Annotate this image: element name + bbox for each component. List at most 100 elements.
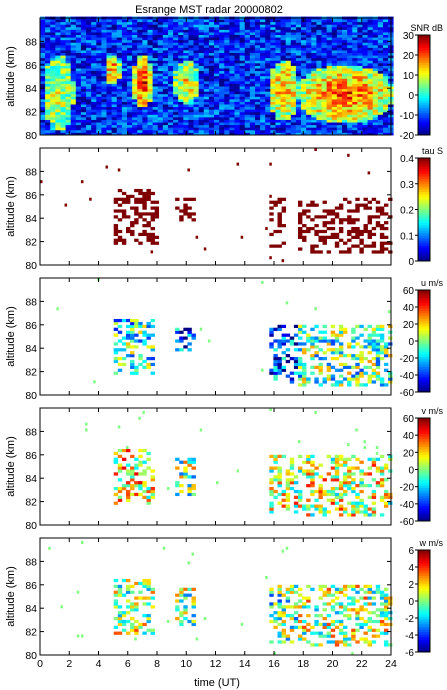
snr-cell xyxy=(352,73,358,77)
tau-cell xyxy=(269,200,274,204)
w-cell xyxy=(277,640,282,644)
snr-cell xyxy=(91,91,97,95)
v-cell xyxy=(355,484,360,488)
snr-cell xyxy=(55,109,61,113)
w-cell xyxy=(293,602,299,606)
w-cell xyxy=(150,596,155,600)
snr-cell xyxy=(147,75,154,79)
snr-cell xyxy=(193,62,200,66)
v-cell xyxy=(175,457,180,461)
snr-cell xyxy=(352,57,358,61)
snr-cell xyxy=(147,29,154,33)
snr-cell xyxy=(347,86,353,90)
u-cell xyxy=(179,348,184,352)
snr-cell xyxy=(183,62,189,66)
snr-cell xyxy=(306,116,312,120)
snr-cell xyxy=(198,32,205,36)
snr-cell xyxy=(295,83,302,87)
snr-cell xyxy=(331,109,338,113)
u-cell xyxy=(199,327,203,331)
tau-cell xyxy=(338,250,344,254)
colorbar-step xyxy=(418,369,430,373)
snr-cell xyxy=(301,104,307,108)
u-cell xyxy=(379,348,385,352)
snr-cell xyxy=(347,106,353,110)
snr-cell xyxy=(311,75,317,79)
snr-cell xyxy=(208,109,215,113)
colorbar-step xyxy=(418,183,430,187)
w-cell xyxy=(117,614,123,618)
y-tick-label: 86 xyxy=(25,60,37,72)
u-cell xyxy=(121,348,127,352)
v-cell xyxy=(351,454,356,459)
snr-cell xyxy=(352,114,358,118)
snr-cell xyxy=(203,106,210,110)
snr-cell xyxy=(121,34,128,38)
u-cell xyxy=(355,342,360,346)
snr-cell xyxy=(224,24,230,28)
snr-cell xyxy=(377,62,384,66)
w-cell xyxy=(310,643,315,647)
snr-cell xyxy=(45,65,51,69)
snr-cell xyxy=(331,52,338,56)
snr-cell xyxy=(96,122,102,126)
snr-cell xyxy=(382,104,389,108)
snr-cell xyxy=(326,34,333,38)
u-cell xyxy=(351,356,356,361)
snr-cell xyxy=(362,24,368,28)
u-cell xyxy=(367,339,372,343)
snr-cell xyxy=(193,39,200,43)
w-cell xyxy=(269,640,274,644)
snr-cell xyxy=(342,50,348,54)
v-cell xyxy=(306,498,311,502)
u-cell xyxy=(363,339,368,343)
snr-cell xyxy=(331,55,338,59)
snr-cell xyxy=(127,93,133,97)
snr-cell xyxy=(285,75,292,79)
v-cell xyxy=(199,428,203,432)
snr-cell xyxy=(234,75,241,79)
snr-cell xyxy=(60,132,66,136)
snr-cell xyxy=(229,111,235,115)
v-cell xyxy=(289,486,295,491)
tau-cell xyxy=(150,218,155,222)
snr-cell xyxy=(260,50,266,54)
tau-cell xyxy=(269,256,272,260)
snr-cell xyxy=(91,132,97,136)
snr-cell xyxy=(285,62,292,66)
snr-cell xyxy=(295,26,302,30)
u-cell xyxy=(289,342,295,346)
snr-cell xyxy=(377,98,384,102)
v-cell xyxy=(379,472,385,476)
snr-cell xyxy=(132,39,138,43)
snr-cell xyxy=(244,104,251,108)
snr-cell xyxy=(357,83,363,87)
snr-cell xyxy=(50,19,56,23)
snr-cell xyxy=(234,101,241,105)
snr-cell xyxy=(121,55,128,59)
snr-cell xyxy=(152,101,159,105)
colorbar-step xyxy=(418,191,430,195)
colorbar-step xyxy=(418,495,430,499)
snr-cell xyxy=(244,109,251,113)
snr-cell xyxy=(306,86,312,90)
snr-cell xyxy=(229,60,235,64)
colorbar-step xyxy=(418,461,430,465)
u-cell xyxy=(277,342,282,346)
w-cell xyxy=(334,602,340,606)
snr-cell xyxy=(203,122,210,126)
snr-cell xyxy=(86,104,92,108)
snr-cell xyxy=(224,114,230,118)
v-cell xyxy=(146,489,151,494)
snr-cell xyxy=(50,37,56,41)
w-cell xyxy=(297,619,303,624)
snr-cell xyxy=(142,24,148,28)
u-cell xyxy=(273,348,278,352)
snr-cell xyxy=(106,70,113,74)
v-cell xyxy=(142,469,147,473)
w-cell xyxy=(113,602,119,606)
snr-cell xyxy=(301,114,307,118)
snr-cell xyxy=(234,47,241,51)
w-cell xyxy=(130,590,135,594)
